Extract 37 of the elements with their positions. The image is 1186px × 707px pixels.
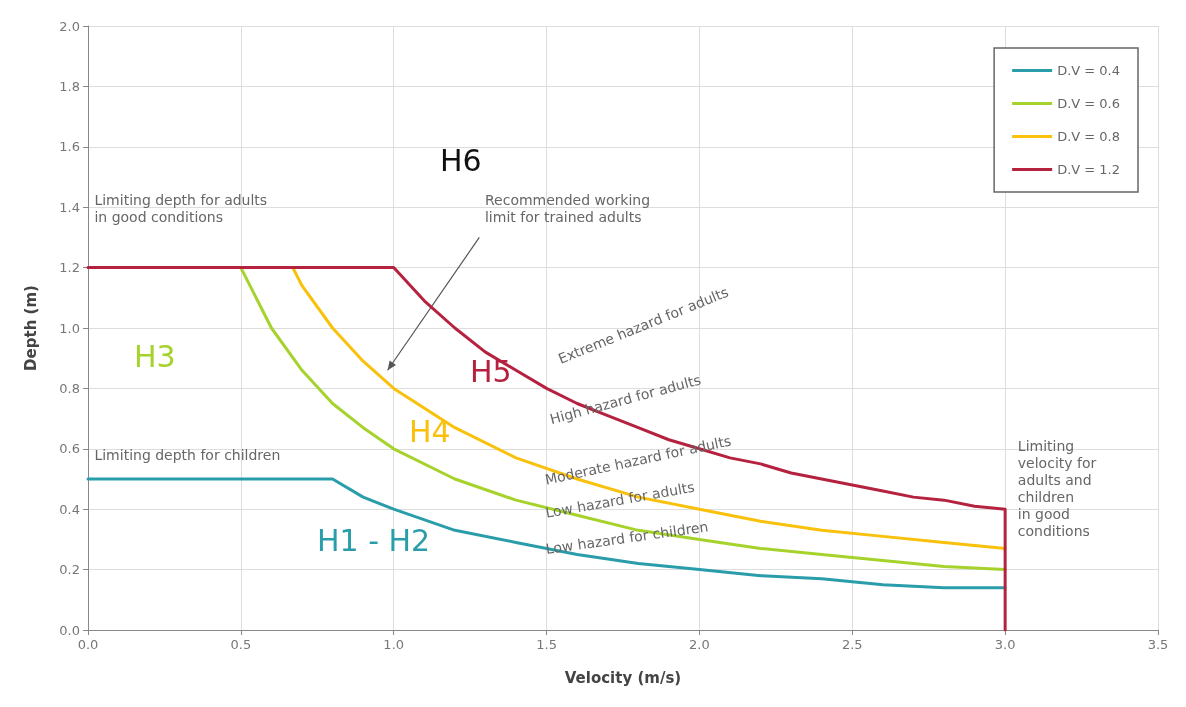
annotation: Recommended working limit for trained adults	[484, 191, 651, 225]
annotation: Low hazard for children	[544, 518, 710, 558]
x-tick-label: 1.5	[536, 637, 557, 652]
annotation: H6	[440, 142, 482, 178]
x-axis-title: Velocity (m/s)	[564, 668, 682, 687]
y-tick-label: 1.6	[59, 139, 80, 155]
x-tick-label: 2.0	[689, 637, 710, 652]
x-tick-label: 0.0	[77, 637, 99, 652]
y-tick-label: 2.0	[59, 18, 80, 34]
x-tick-label: 3.0	[994, 637, 1016, 652]
annotation: H5	[469, 353, 512, 389]
annotation: Limiting depth for adults in good conditions	[94, 191, 268, 225]
y-tick-label: 1.4	[59, 199, 80, 215]
x-tick-label: 0.5	[230, 637, 252, 652]
legend-label: D.V = 1.2	[1057, 162, 1121, 177]
y-tick-label: 1.2	[59, 260, 80, 276]
x-tick-label: 3.5	[1147, 637, 1169, 652]
annotation: H3	[134, 338, 176, 374]
x-tick-label: 1.0	[383, 637, 405, 652]
legend-label: D.V = 0.8	[1057, 129, 1121, 144]
y-tick-label: 1.8	[59, 78, 80, 94]
legend-label: D.V = 0.4	[1057, 63, 1121, 78]
y-tick-label: 1.0	[59, 320, 80, 336]
y-tick-label: 0.0	[59, 622, 80, 638]
y-tick-label: 0.8	[59, 380, 80, 396]
line-series	[86, 266, 1007, 632]
x-tick-label: 2.5	[841, 637, 863, 652]
annotation: Limiting depth for children	[94, 447, 281, 464]
y-tick-label: 0.6	[59, 441, 80, 457]
annotation: H4	[409, 414, 451, 450]
annotation: Limiting velocity for adults and children in good conditions	[1017, 437, 1097, 539]
legend-label: D.V = 0.6	[1057, 96, 1121, 111]
annotation: H1 - H2	[316, 523, 431, 559]
y-axis-title: Depth (m)	[21, 285, 40, 371]
y-tick-label: 0.2	[59, 562, 80, 578]
y-tick-label: 0.4	[59, 501, 80, 517]
annotation: High hazard for adults	[548, 371, 703, 428]
